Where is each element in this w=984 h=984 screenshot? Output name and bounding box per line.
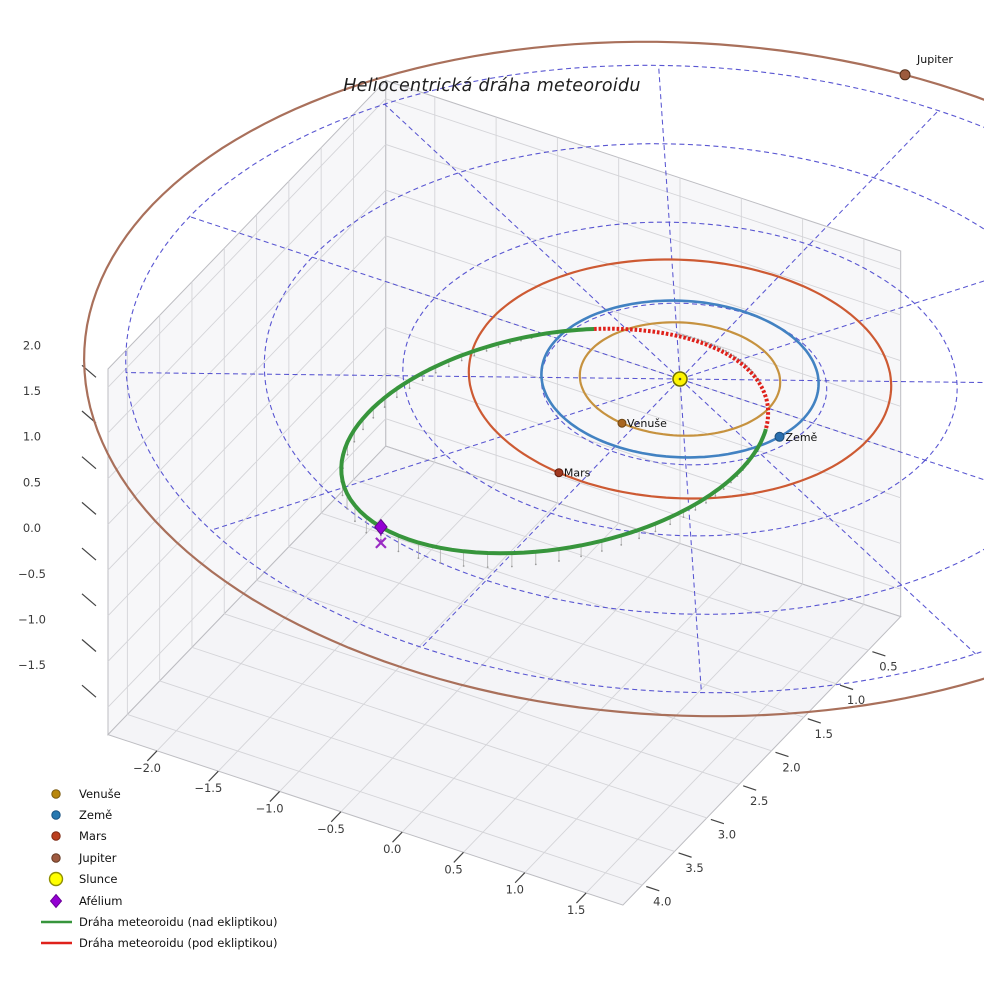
legend-label: Mars — [79, 829, 107, 844]
legend-label: Venuše — [79, 786, 121, 801]
svg-text:2.5: 2.5 — [750, 794, 768, 808]
svg-text:−2.0: −2.0 — [133, 761, 161, 775]
svg-text:−1.0: −1.0 — [18, 612, 46, 626]
aphelion-diamond-marker — [374, 518, 388, 536]
svg-text:−0.5: −0.5 — [317, 822, 345, 836]
svg-text:−1.5: −1.5 — [18, 658, 46, 672]
svg-text:1.5: 1.5 — [567, 903, 585, 917]
svg-text:1.0: 1.0 — [506, 883, 524, 897]
svg-text:0.0: 0.0 — [23, 521, 41, 535]
chart-title: Heliocentrická dráha meteoroidu — [343, 76, 641, 96]
svg-text:3.5: 3.5 — [685, 861, 703, 875]
svg-text:−0.5: −0.5 — [18, 567, 46, 581]
ecliptic-polar-grid — [125, 64, 984, 694]
legend-marker-dot — [40, 807, 72, 823]
orbit-Jupiter — [82, 40, 984, 718]
legend-item: Dráha meteoroidu (pod ekliptikou) — [40, 933, 277, 954]
legend-label: Afélium — [79, 893, 123, 908]
axes-panes — [107, 79, 902, 906]
aphelion-projection-x-marker — [375, 537, 387, 549]
orbit-Mars — [467, 258, 893, 500]
svg-text:3.0: 3.0 — [718, 827, 736, 841]
svg-text:4.0: 4.0 — [653, 895, 671, 909]
legend-marker-dot — [40, 828, 72, 844]
planet-label-Venuše: Venuše — [627, 417, 667, 430]
svg-text:1.5: 1.5 — [23, 384, 41, 398]
legend-item: Mars — [40, 826, 277, 847]
legend-label: Dráha meteoroidu (nad ekliptikou) — [79, 915, 278, 930]
svg-text:1.0: 1.0 — [23, 430, 41, 444]
legend-label: Dráha meteoroidu (pod ekliptikou) — [79, 936, 278, 951]
planet-label-Jupiter: Jupiter — [916, 53, 953, 66]
legend-item: Jupiter — [40, 847, 277, 868]
axis-ticks: −2.0 −1.5 −1.0 −0.5 0.0 0.5 1.0 1.5 0.5 1.0 1.5 2.0… — [18, 338, 898, 917]
aphelion-markers — [374, 518, 388, 549]
orbit-Země — [540, 299, 820, 459]
legend-marker-dot — [40, 786, 72, 802]
planet-marker-Jupiter — [899, 69, 911, 81]
legend-item: Země — [40, 804, 277, 825]
body-labels: Venuše Země Mars Jupiter — [564, 53, 953, 480]
planet-marker-Mars — [554, 468, 564, 478]
planet-label-Země: Země — [786, 431, 818, 444]
legend-marker-line — [40, 919, 72, 925]
legend-marker-sun — [40, 870, 72, 888]
svg-text:−1.0: −1.0 — [256, 801, 284, 815]
svg-text:−1.5: −1.5 — [194, 781, 222, 795]
svg-text:0.0: 0.0 — [383, 842, 401, 856]
axes-gridlines — [107, 96, 901, 894]
legend-label: Jupiter — [79, 850, 117, 865]
planet-orbits — [82, 40, 984, 718]
legend-label: Slunce — [79, 872, 118, 887]
svg-text:1.0: 1.0 — [847, 693, 865, 707]
legend-label: Země — [79, 808, 113, 823]
planet-marker-Země — [774, 431, 785, 442]
svg-text:0.5: 0.5 — [879, 660, 897, 674]
meteoroid-below-ecliptic — [594, 326, 771, 430]
svg-text:0.5: 0.5 — [23, 475, 41, 489]
svg-text:2.0: 2.0 — [782, 760, 800, 774]
legend-item: Venuše — [40, 783, 277, 804]
svg-text:0.5: 0.5 — [444, 862, 462, 876]
legend-item: Dráha meteoroidu (nad ekliptikou) — [40, 911, 277, 932]
body-markers — [554, 69, 911, 478]
svg-text:1.5: 1.5 — [815, 727, 833, 741]
planet-marker-Venuše — [617, 418, 627, 428]
svg-text:2.0: 2.0 — [23, 338, 41, 352]
orbit-Venuše — [578, 321, 782, 437]
legend-marker-diamond — [40, 892, 72, 910]
legend-item: Slunce — [40, 869, 277, 890]
legend-marker-line — [40, 940, 72, 946]
legend-marker-dot — [40, 850, 72, 866]
legend-item: Afélium — [40, 890, 277, 911]
legend: Venuše Země Mars Jupiter Slunce Afélium Dráha … — [40, 783, 277, 954]
planet-label-Mars: Mars — [564, 467, 591, 480]
